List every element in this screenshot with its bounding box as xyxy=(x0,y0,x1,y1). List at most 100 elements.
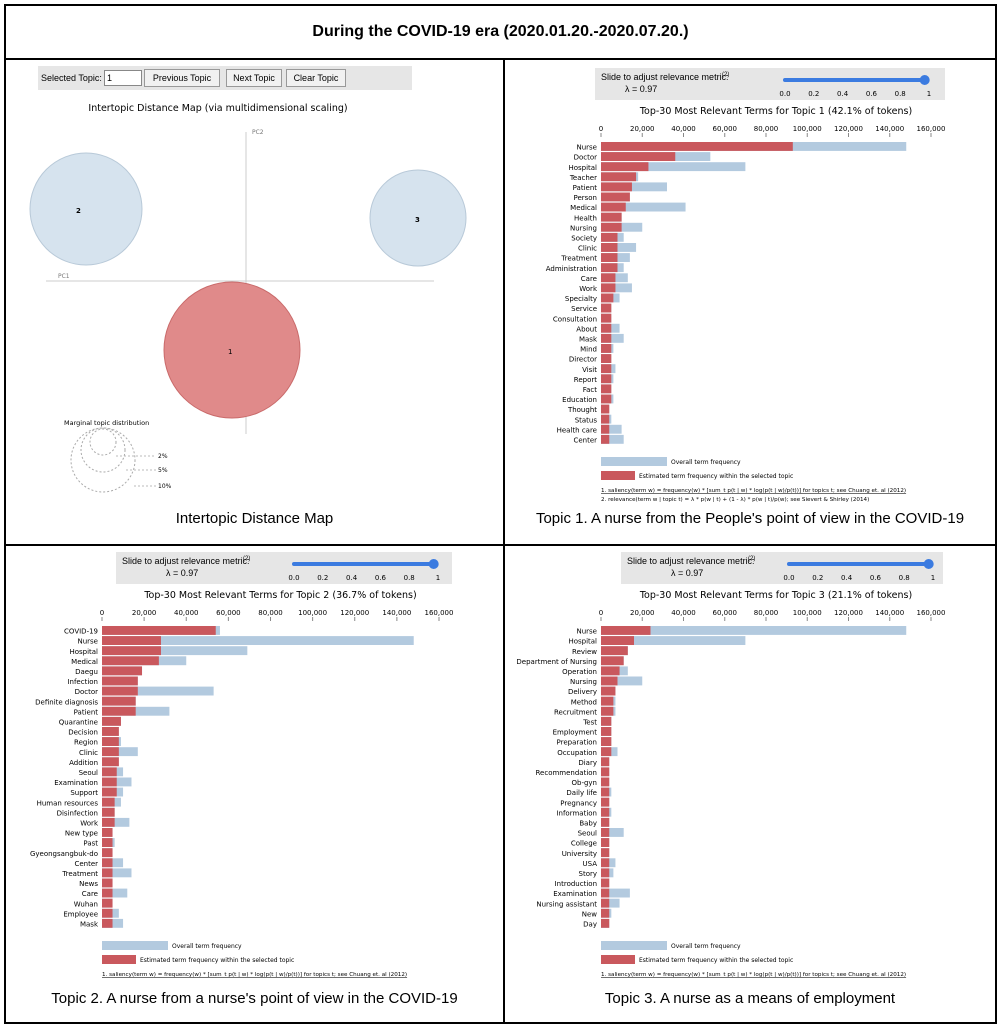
bar-estimated[interactable] xyxy=(601,858,610,868)
bar-estimated[interactable] xyxy=(601,182,632,192)
bar-estimated[interactable] xyxy=(601,908,610,918)
bar-estimated[interactable] xyxy=(102,646,161,656)
bar-estimated[interactable] xyxy=(601,384,612,394)
term-label[interactable]: Baby xyxy=(579,820,597,828)
bar-estimated[interactable] xyxy=(601,394,612,404)
term-label[interactable]: Examination xyxy=(54,779,98,787)
bar-overall[interactable] xyxy=(601,888,630,898)
term-label[interactable]: Day xyxy=(583,921,597,929)
bar-overall[interactable] xyxy=(601,676,643,686)
saliency-note[interactable]: 1. saliency(term w) = frequency(w) * [su… xyxy=(601,488,906,494)
bar-estimated[interactable] xyxy=(102,626,216,635)
term-label[interactable]: Ob-gyn xyxy=(571,779,597,787)
bar-estimated[interactable] xyxy=(601,868,610,878)
term-label[interactable]: Examination xyxy=(553,890,597,898)
term-label[interactable]: Recruitment xyxy=(554,708,597,716)
term-label[interactable]: Care xyxy=(581,275,597,283)
bar-estimated[interactable] xyxy=(102,777,117,787)
term-label[interactable]: Seoul xyxy=(578,830,597,838)
bar-estimated[interactable] xyxy=(601,636,634,645)
bar-estimated[interactable] xyxy=(601,414,610,424)
bar-overall[interactable] xyxy=(601,898,620,908)
bar-estimated[interactable] xyxy=(601,172,637,182)
bar-estimated[interactable] xyxy=(601,807,610,817)
term-label[interactable]: Work xyxy=(579,285,598,293)
term-label[interactable]: Region xyxy=(74,739,98,747)
bar-estimated[interactable] xyxy=(102,787,117,797)
term-label[interactable]: New xyxy=(582,910,598,918)
term-label[interactable]: Definite diagnosis xyxy=(35,698,98,706)
bar-estimated[interactable] xyxy=(601,323,612,333)
term-label[interactable]: Introduction xyxy=(555,880,597,888)
bar-estimated[interactable] xyxy=(102,767,117,777)
term-label[interactable]: Person xyxy=(573,194,597,202)
term-label[interactable]: Daegu xyxy=(75,668,98,676)
term-label[interactable]: Health care xyxy=(557,426,597,434)
topic-1-circle[interactable] xyxy=(163,281,301,419)
bar-estimated[interactable] xyxy=(102,686,138,696)
bar-estimated[interactable] xyxy=(102,908,113,918)
bar-estimated[interactable] xyxy=(601,434,610,444)
relevance-slider-2[interactable]: 0.0 0.2 0.4 0.6 0.8 1 xyxy=(286,557,446,583)
bar-estimated[interactable] xyxy=(102,706,136,716)
bar-overall[interactable] xyxy=(102,636,414,645)
bar-estimated[interactable] xyxy=(102,666,143,676)
term-label[interactable]: Department of Nursing xyxy=(516,658,597,666)
bar-estimated[interactable] xyxy=(601,747,612,757)
bar-overall[interactable] xyxy=(102,817,130,827)
term-label[interactable]: Doctor xyxy=(75,688,99,696)
term-label[interactable]: Thought xyxy=(567,406,597,414)
term-label[interactable]: Nursing assistant xyxy=(536,900,597,908)
relevance-slider-3[interactable]: 0.0 0.2 0.4 0.6 0.8 1 xyxy=(781,557,941,583)
bar-estimated[interactable] xyxy=(102,918,113,928)
bar-estimated[interactable] xyxy=(601,676,618,686)
topic-2-circle[interactable] xyxy=(29,152,143,266)
term-label[interactable]: Treatment xyxy=(560,255,597,263)
term-label[interactable]: Service xyxy=(571,305,597,313)
bar-estimated[interactable] xyxy=(601,192,630,202)
term-label[interactable]: Center xyxy=(74,860,98,868)
term-label[interactable]: Mind xyxy=(580,346,597,354)
term-label[interactable]: Past xyxy=(83,840,98,848)
bar-estimated[interactable] xyxy=(601,716,612,726)
bar-overall[interactable] xyxy=(601,243,637,252)
bar-estimated[interactable] xyxy=(601,273,616,283)
term-label[interactable]: Story xyxy=(579,870,598,878)
bar-estimated[interactable] xyxy=(102,817,115,827)
term-label[interactable]: Specialty xyxy=(565,295,597,303)
term-label[interactable]: Mask xyxy=(579,336,598,344)
term-label[interactable]: Gyeongsangbuk-do xyxy=(30,850,98,858)
bar-estimated[interactable] xyxy=(601,787,610,797)
bar-estimated[interactable] xyxy=(601,646,628,656)
bar-overall[interactable] xyxy=(601,424,622,434)
term-label[interactable]: Patient xyxy=(74,708,99,716)
term-label[interactable]: Nursing xyxy=(570,678,597,686)
term-label[interactable]: Support xyxy=(70,789,98,797)
term-label[interactable]: About xyxy=(576,325,597,333)
previous-topic-button[interactable]: Previous Topic xyxy=(144,69,220,87)
bar-estimated[interactable] xyxy=(102,797,115,807)
term-label[interactable]: Treatment xyxy=(61,870,98,878)
term-label[interactable]: Administration xyxy=(546,265,597,273)
term-label[interactable]: Status xyxy=(575,416,598,424)
bar-estimated[interactable] xyxy=(601,364,612,374)
bar-estimated[interactable] xyxy=(102,676,138,686)
relevance-slider-1[interactable]: 0.0 0.2 0.4 0.6 0.8 1 xyxy=(777,73,937,99)
term-label[interactable]: Hospital xyxy=(568,164,597,172)
term-label[interactable]: Society xyxy=(571,235,597,243)
term-label[interactable]: Decision xyxy=(68,729,98,737)
term-label[interactable]: Clinic xyxy=(578,245,597,253)
bar-estimated[interactable] xyxy=(102,858,113,868)
bar-estimated[interactable] xyxy=(601,354,612,363)
bar-overall[interactable] xyxy=(601,636,746,645)
term-label[interactable]: COVID-19 xyxy=(64,628,98,636)
bar-overall[interactable] xyxy=(102,686,214,696)
term-label[interactable]: Teacher xyxy=(569,174,597,182)
term-label[interactable]: Disinfection xyxy=(57,809,98,817)
bar-estimated[interactable] xyxy=(601,817,610,827)
bar-estimated[interactable] xyxy=(601,918,610,928)
bar-estimated[interactable] xyxy=(601,344,612,353)
bar-estimated[interactable] xyxy=(601,666,620,676)
bar-estimated[interactable] xyxy=(102,727,119,736)
bar-estimated[interactable] xyxy=(601,706,614,716)
